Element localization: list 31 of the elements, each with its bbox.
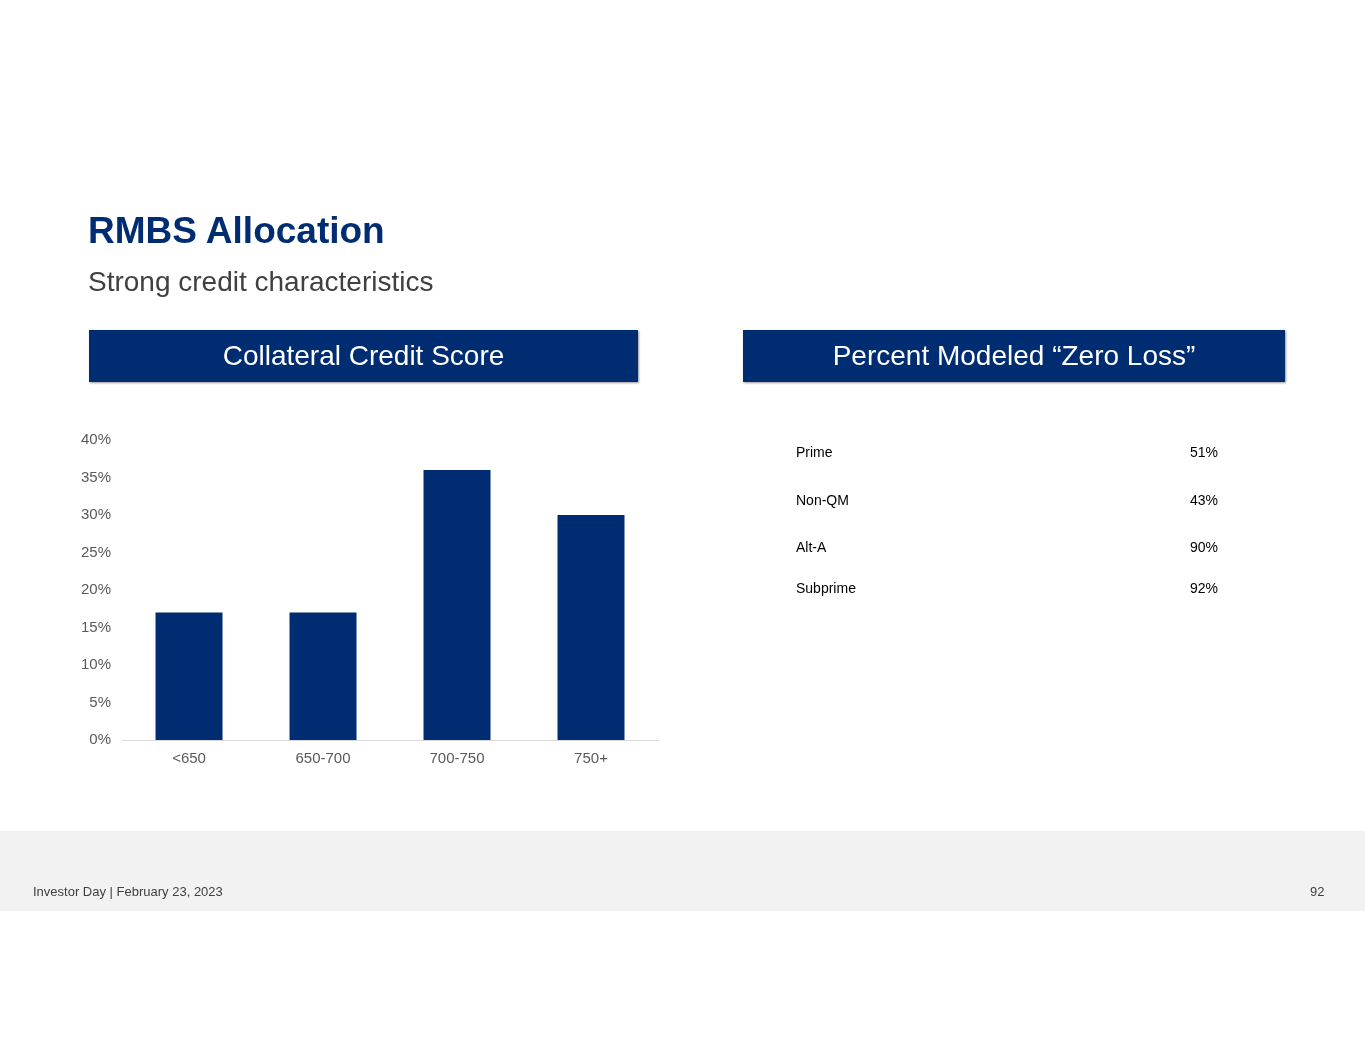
chart-title: Collateral Credit Score	[89, 330, 638, 382]
text: 92	[1310, 884, 1325, 899]
y-tick-label: 35%	[80, 467, 112, 485]
y-tick-label: 30%	[80, 505, 112, 523]
category-label: Subprime	[796, 580, 856, 596]
text: Percent Modeled “Zero Loss”	[743, 330, 1285, 382]
y-tick-label: 15%	[80, 617, 112, 635]
y-tick-label: 10%	[80, 655, 112, 673]
bar	[289, 612, 357, 740]
text: 43%	[1189, 492, 1218, 508]
bar	[423, 470, 491, 740]
text: 51%	[1189, 444, 1218, 460]
y-tick-label: 40%	[80, 430, 112, 448]
x-tick-label: 750+	[574, 749, 609, 767]
text: RMBS Allocation	[88, 210, 385, 252]
y-tick-label: 20%	[80, 580, 112, 598]
category-label: Prime	[796, 444, 833, 460]
x-tick-label: 650-700	[295, 749, 351, 767]
x-tick-label: <650	[172, 749, 206, 767]
category-label: Alt-A	[796, 539, 827, 555]
y-tick-label: 25%	[80, 542, 112, 560]
text: Strong credit characteristics	[88, 266, 434, 298]
text: Investor Day | February 23, 2023	[33, 884, 223, 899]
y-tick-label: 5%	[89, 692, 112, 710]
bar	[557, 515, 625, 740]
x-tick-label: 700-750	[429, 749, 485, 767]
category-label: Non-QM	[796, 492, 849, 508]
text: 90%	[1189, 539, 1218, 555]
y-tick-label: 0%	[89, 730, 112, 748]
bar	[155, 612, 223, 740]
text: 92%	[1189, 580, 1218, 596]
